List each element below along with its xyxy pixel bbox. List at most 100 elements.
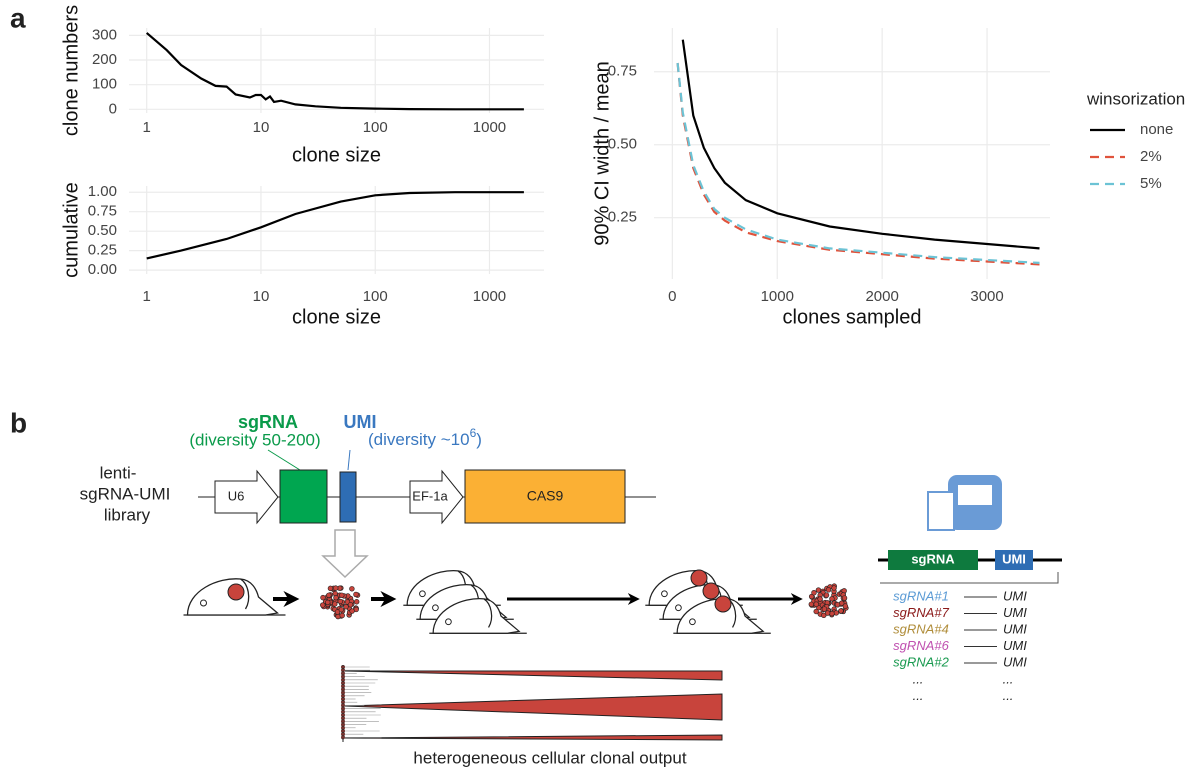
x-tick-label: 100	[363, 288, 388, 305]
y-tick-label: 0.00	[88, 261, 117, 278]
cell	[349, 586, 355, 592]
y-tick-label: 0.50	[608, 136, 637, 153]
tumor	[227, 583, 245, 601]
x-tick-label: 1000	[473, 119, 506, 136]
promoter-arrow	[409, 469, 464, 525]
clone-wedge	[344, 693, 723, 721]
umi-diversity-exponent: 6	[470, 426, 477, 440]
y-tick-label: 200	[92, 51, 117, 68]
cell	[825, 587, 832, 593]
cell	[338, 606, 344, 613]
cell	[808, 593, 815, 600]
cell	[347, 602, 354, 608]
row-ellipsis: ...	[1003, 688, 1014, 703]
cell	[823, 592, 830, 598]
cell	[831, 585, 837, 591]
cell	[343, 604, 349, 610]
x-axis-title: clone size	[292, 306, 381, 328]
library-label: library	[104, 505, 151, 524]
tumor	[690, 569, 708, 587]
cell	[811, 590, 817, 596]
clone-wedge	[344, 670, 723, 681]
legend-label: 2%	[1140, 148, 1162, 165]
y-axis-title: clone numbers	[60, 5, 82, 136]
cell	[334, 609, 341, 615]
cell	[333, 594, 339, 601]
promoter-label: U6	[228, 488, 245, 503]
row-sgrna: sgRNA#6	[893, 638, 949, 653]
library-label: sgRNA-UMI	[80, 484, 171, 503]
row-sgrna: sgRNA#4	[893, 621, 949, 636]
y-tick-label: 0.25	[88, 242, 117, 259]
x-axis-title: clones sampled	[783, 306, 922, 328]
computer-tray	[927, 491, 955, 531]
row-ellipsis: ...	[1003, 671, 1014, 686]
cas9-label: CAS9	[527, 488, 564, 504]
line	[146, 191, 524, 260]
line	[145, 32, 524, 111]
cell	[327, 585, 334, 592]
x-tick-label: 10	[253, 119, 270, 136]
clone-tree	[340, 664, 381, 742]
read-umi-label: UMI	[1002, 551, 1026, 566]
cell	[808, 601, 815, 607]
cell	[813, 601, 819, 607]
line	[676, 62, 1040, 266]
cell	[339, 592, 345, 598]
cell	[353, 591, 359, 598]
y-axis-title: 90% CI width / mean	[591, 61, 613, 246]
x-tick-label: 2000	[865, 288, 898, 305]
cell	[838, 608, 844, 614]
x-tick-label: 1000	[473, 288, 506, 305]
umi-diversity: (diversity ~106)	[368, 426, 482, 449]
x-tick-label: 100	[363, 119, 388, 136]
row-sgrna: sgRNA#1	[893, 588, 949, 603]
promoter-arrow	[214, 469, 279, 525]
x-tick-label: 1	[143, 288, 151, 305]
panel-label: b	[10, 407, 27, 438]
x-tick-label: 1000	[761, 288, 794, 305]
sgrna-diversity: (diversity 50-200)	[189, 430, 320, 449]
umi-diversity-close: )	[476, 430, 482, 449]
cell	[834, 602, 841, 608]
callout	[347, 449, 351, 471]
caption: heterogeneous cellular clonal output	[413, 748, 686, 767]
cell	[320, 594, 326, 601]
x-tick-label: 1	[143, 119, 151, 136]
y-tick-label: 0.75	[608, 63, 637, 80]
callout	[267, 449, 301, 471]
cell	[842, 603, 849, 609]
read-table: sgRNA#1 UMI sgRNA#7 UMI sgRNA#4 UMI sgRNA#6 UMI…	[893, 588, 1027, 703]
cell	[841, 595, 848, 601]
row-umi: UMI	[1003, 654, 1027, 669]
cell	[326, 592, 332, 598]
cell	[833, 610, 839, 616]
clone-wedge	[344, 734, 723, 741]
y-tick-label: 0.75	[88, 203, 117, 220]
x-tick-label: 3000	[970, 288, 1003, 305]
cell	[353, 599, 360, 605]
line	[676, 62, 1040, 264]
transduce-arrow	[321, 529, 369, 579]
cell	[824, 610, 831, 616]
cell	[815, 587, 822, 593]
cell	[829, 596, 835, 602]
cell	[813, 608, 819, 615]
cell	[320, 602, 326, 608]
x-tick-label: 10	[253, 288, 270, 305]
cell	[821, 606, 828, 612]
y-tick-label: 1.00	[88, 183, 117, 200]
cell	[325, 599, 331, 606]
computer-screen	[958, 485, 992, 505]
y-tick-label: 0.25	[608, 209, 637, 226]
cell	[349, 608, 355, 614]
row-sgrna: sgRNA#7	[893, 605, 949, 620]
y-tick-label: 100	[92, 76, 117, 93]
umi-title: UMI	[344, 412, 377, 432]
legend-title: winsorization	[1086, 89, 1185, 108]
cas9-box	[464, 469, 626, 524]
promoter-label: EF-1a	[412, 488, 448, 503]
legend-label: none	[1140, 121, 1173, 138]
